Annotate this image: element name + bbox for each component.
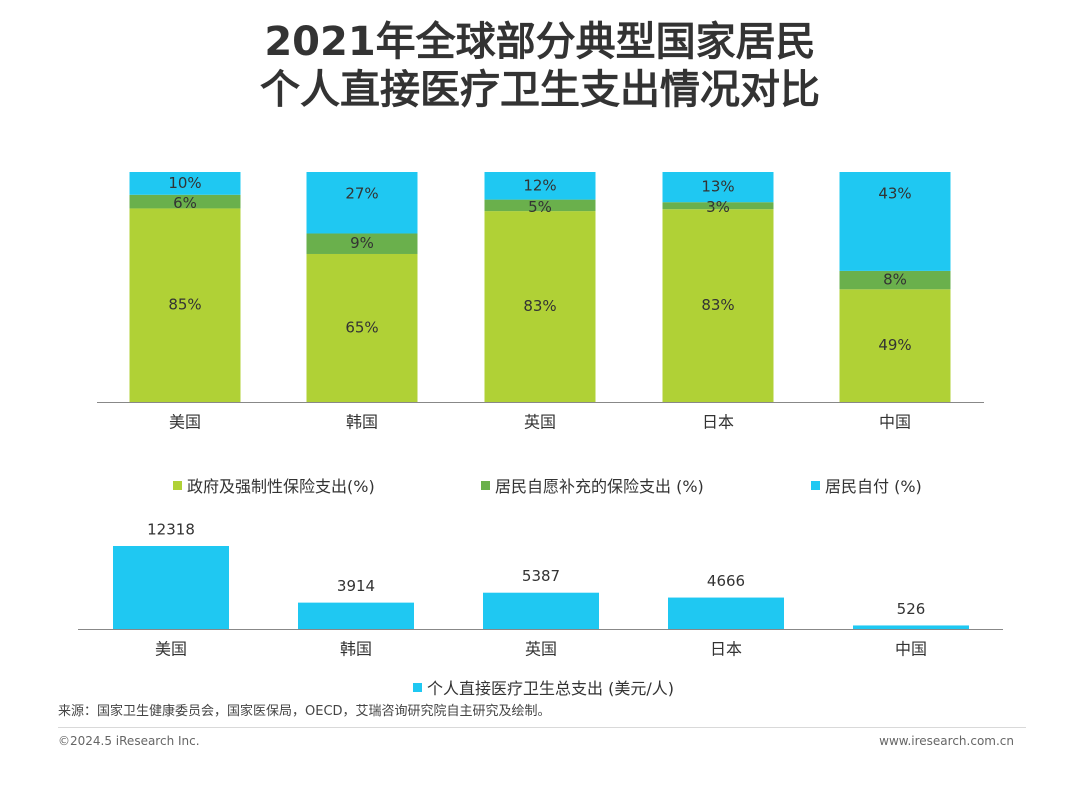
stacked-bar-ins-1 [129, 194, 241, 209]
legend-item-ins: 居民自愿补充的保险支出 (%) [481, 473, 704, 497]
stacked-x-tick-4: 日本 [702, 413, 734, 432]
legend-swatch-total [413, 682, 422, 692]
stacked-label-ins-5: 8% [883, 271, 907, 289]
stacked-label-self-2: 27% [345, 185, 378, 203]
spend-x-tick-4: 日本 [710, 640, 742, 659]
stacked-bar-self-2 [306, 172, 418, 234]
legend-swatch-self [811, 480, 820, 490]
spend-value-label-3: 5387 [522, 567, 560, 585]
legend-swatch-ins [481, 480, 490, 490]
title-line-1: 2021年全球部分典型国家居民 [264, 19, 816, 65]
legend-item-total: 个人直接医疗卫生总支出 (美元/人) [413, 675, 674, 699]
spend-x-tick-2: 韩国 [340, 640, 372, 659]
stacked-bar-ins-2 [306, 233, 418, 254]
stacked-bar-ins-4 [662, 202, 774, 210]
stacked-bar-self-3 [484, 172, 596, 200]
spend-bar-4 [668, 597, 784, 629]
legend-swatch-gov [173, 480, 182, 490]
stacked-label-ins-3: 5% [528, 198, 552, 216]
spend-value-label-4: 4666 [707, 572, 745, 590]
stacked-bar-ins-3 [484, 199, 596, 212]
stacked-x-tick-1: 美国 [169, 413, 201, 432]
stacked-bar-gov-5 [839, 289, 951, 402]
legend-label-total: 个人直接医疗卫生总支出 (美元/人) [427, 679, 674, 698]
stacked-bar-gov-4 [662, 209, 774, 402]
legend-label-ins: 居民自愿补充的保险支出 (%) [495, 477, 704, 496]
stacked-label-gov-2: 65% [345, 318, 378, 336]
stacked-label-self-3: 12% [523, 176, 556, 194]
stacked-label-self-1: 10% [168, 174, 201, 192]
spend-x-tick-1: 美国 [155, 640, 187, 659]
spend-value-label-2: 3914 [337, 577, 375, 595]
stacked-label-gov-1: 85% [168, 296, 201, 314]
legend-label-gov: 政府及强制性保险支出(%) [187, 477, 375, 496]
spend-x-tick-5: 中国 [895, 640, 927, 659]
stacked-bar-self-5 [839, 172, 951, 271]
chart-title: 2021年全球部分典型国家居民 个人直接医疗卫生支出情况对比 [0, 18, 1080, 114]
spend-bar-2 [298, 602, 414, 629]
stacked-bar-self-1 [129, 172, 241, 195]
stacked-x-tick-5: 中国 [879, 413, 911, 432]
stacked-label-ins-1: 6% [173, 194, 197, 212]
stacked-label-ins-2: 9% [350, 234, 374, 252]
stacked-x-tick-2: 韩国 [346, 413, 378, 432]
stacked-label-ins-4: 3% [706, 198, 730, 216]
legend-label-self: 居民自付 (%) [825, 477, 922, 496]
spend-bar-3 [483, 592, 599, 629]
stacked-x-tick-3: 英国 [524, 413, 556, 432]
stacked-label-self-4: 13% [701, 178, 734, 196]
stacked-bar-gov-1 [129, 208, 241, 402]
legend-item-self: 居民自付 (%) [811, 473, 922, 497]
stacked-label-self-5: 43% [878, 185, 911, 203]
stacked-bar-self-4 [662, 172, 774, 203]
source-note: 来源：国家卫生健康委员会，国家医保局，OECD，艾瑞咨询研究院自主研究及绘制。 [58, 704, 551, 719]
footer-divider [58, 727, 1026, 728]
website: www.iresearch.com.cn [879, 734, 1014, 748]
spend-value-label-1: 12318 [147, 521, 195, 539]
stacked-bar-gov-2 [306, 253, 418, 402]
spend-value-label-5: 526 [897, 600, 926, 618]
spend-bar-5 [853, 625, 969, 629]
stacked-label-gov-5: 49% [878, 336, 911, 354]
spend-bar-1 [113, 546, 229, 629]
stacked-label-gov-4: 83% [701, 296, 734, 314]
copyright: ©2024.5 iResearch Inc. [58, 734, 200, 748]
stacked-bar-gov-3 [484, 211, 596, 402]
spend-x-tick-3: 英国 [525, 640, 557, 659]
stacked-label-gov-3: 83% [523, 297, 556, 315]
stacked-bar-ins-5 [839, 270, 951, 290]
title-line-2: 个人直接医疗卫生支出情况对比 [260, 67, 820, 113]
legend-item-gov: 政府及强制性保险支出(%) [173, 473, 375, 497]
